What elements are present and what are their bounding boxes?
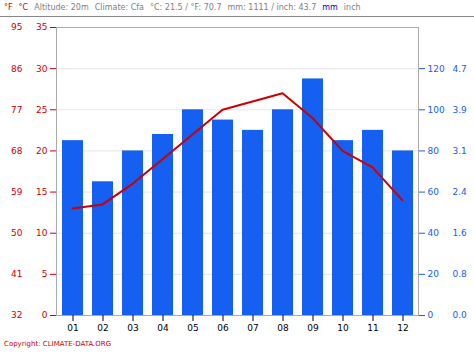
svg-text:77: 77 <box>11 105 22 115</box>
svg-text:1.6: 1.6 <box>453 228 468 238</box>
svg-text:3.1: 3.1 <box>453 146 467 156</box>
svg-text:25: 25 <box>36 105 47 115</box>
svg-text:120: 120 <box>428 64 445 74</box>
svg-text:0: 0 <box>42 310 48 320</box>
svg-text:0.0: 0.0 <box>453 310 468 320</box>
svg-text:40: 40 <box>428 228 440 238</box>
svg-text:09: 09 <box>307 323 319 333</box>
svg-text:20: 20 <box>36 146 48 156</box>
svg-text:10: 10 <box>337 323 349 333</box>
svg-text:06: 06 <box>217 323 229 333</box>
svg-text:05: 05 <box>187 323 198 333</box>
svg-text:68: 68 <box>11 146 23 156</box>
html-text:mm: 1111 / inch: 43.7: mm: 1111 / inch: 43.7 <box>227 3 317 12</box>
svg-text:01: 01 <box>67 323 78 333</box>
svg-text:12: 12 <box>397 323 408 333</box>
svg-text:02: 02 <box>97 323 108 333</box>
svg-text:11: 11 <box>367 323 378 333</box>
svg-text:86: 86 <box>11 64 23 74</box>
svg-text:60: 60 <box>428 187 440 197</box>
svg-text:04: 04 <box>157 323 169 333</box>
svg-text:32: 32 <box>11 310 22 320</box>
svg-text:41: 41 <box>11 269 22 279</box>
html-text:°C: 21.5 / °F: 70.7: °C: 21.5 / °F: 70.7 <box>150 3 222 12</box>
svg-text:03: 03 <box>127 323 138 333</box>
svg-text:0: 0 <box>428 310 434 320</box>
svg-text:10: 10 <box>36 228 48 238</box>
html-text:Copyright: CLIMATE-DATA.ORG: Copyright: CLIMATE-DATA.ORG <box>4 340 112 348</box>
svg-text:3.9: 3.9 <box>453 105 468 115</box>
svg-text:100: 100 <box>428 105 445 115</box>
html-text:Altitude: 20m: Altitude: 20m <box>34 3 89 12</box>
svg-text:20: 20 <box>428 269 440 279</box>
svg-text:59: 59 <box>11 187 23 197</box>
svg-text:15: 15 <box>36 187 47 197</box>
svg-text:4.7: 4.7 <box>453 64 467 74</box>
svg-text:95: 95 <box>11 22 22 32</box>
svg-text:35: 35 <box>36 22 47 32</box>
svg-text:30: 30 <box>36 64 48 74</box>
html-text:Climate: Cfa: Climate: Cfa <box>94 3 144 12</box>
svg-text:0.8: 0.8 <box>453 269 468 279</box>
svg-text:08: 08 <box>277 323 289 333</box>
svg-text:80: 80 <box>428 146 440 156</box>
html-text:°C: °C <box>18 3 29 12</box>
svg-text:5: 5 <box>42 269 48 279</box>
svg-text:50: 50 <box>11 228 23 238</box>
svg-text:2.4: 2.4 <box>453 187 468 197</box>
html-text:mm: mm <box>322 3 338 12</box>
html-text:inch: inch <box>343 3 361 12</box>
html-text:°F: °F <box>4 3 13 12</box>
svg-text:07: 07 <box>247 323 258 333</box>
